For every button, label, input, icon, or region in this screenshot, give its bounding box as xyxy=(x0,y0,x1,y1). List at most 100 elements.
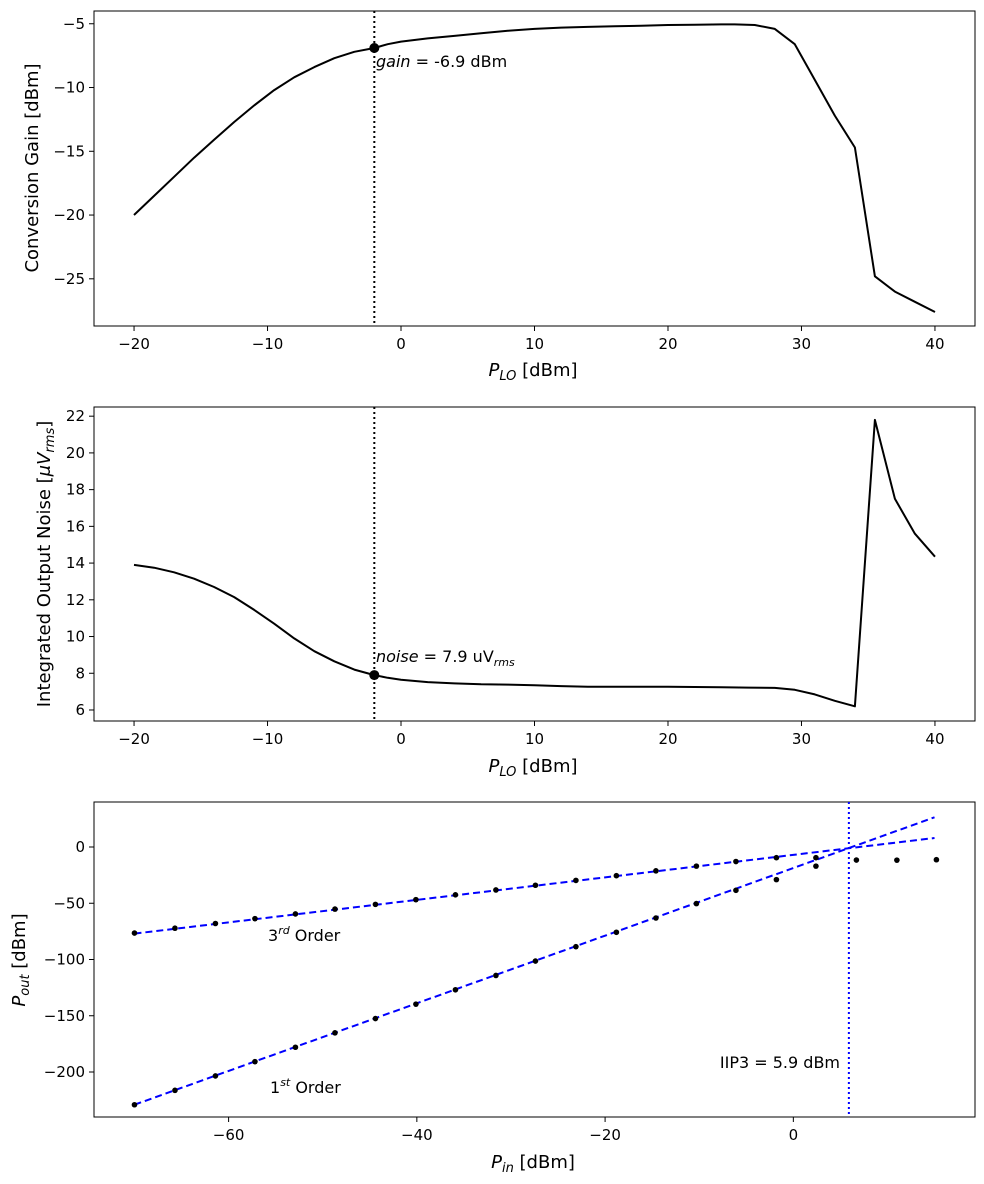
first-order-point xyxy=(332,1030,338,1036)
iip3-x-tick-label: 0 xyxy=(789,1126,799,1144)
noise-y-tick-label: 16 xyxy=(66,517,85,535)
noise-panel: −20 −10 0 10 20 30 40 6 8 10 12 14 16 18 20 22 noise =… xyxy=(34,406,976,780)
third-order-point xyxy=(332,906,338,912)
gain-x-tick-label: −20 xyxy=(118,335,150,353)
gain-x-tick-label: 0 xyxy=(396,335,406,353)
iip3-y-tick-label: −150 xyxy=(44,1007,85,1025)
noise-annotation-symbol: noise xyxy=(376,647,419,666)
noise-x-tick-label: 0 xyxy=(396,730,406,748)
first-order-point xyxy=(172,1087,178,1094)
noise-annotation: noise = 7.9 uVrms xyxy=(376,647,515,669)
iip3-y-tick-label: 0 xyxy=(75,838,85,856)
third-order-point xyxy=(813,854,819,861)
first-order-point xyxy=(493,972,499,979)
first-order-point xyxy=(372,1015,379,1022)
noise-y-tick-label: 20 xyxy=(66,444,85,462)
gain-plot-frame xyxy=(93,10,976,327)
noise-y-tick-label: 22 xyxy=(66,407,85,425)
third-order-point xyxy=(131,930,138,936)
gain-x-tick-label: −10 xyxy=(252,335,284,353)
third-order-point xyxy=(252,915,258,922)
third-order-point xyxy=(452,892,459,898)
iip3-y-tick-label: −50 xyxy=(53,894,85,912)
first-order-label: 1st Order xyxy=(270,1076,341,1097)
iip3-y-label-subscript: out xyxy=(18,974,33,996)
gain-x-tick-label: 10 xyxy=(525,335,544,353)
first-order-point xyxy=(212,1073,219,1079)
first-order-point xyxy=(252,1058,258,1065)
noise-x-tick-label: 30 xyxy=(792,730,811,748)
iip3-label: IIP3 = 5.9 dBm xyxy=(720,1053,840,1072)
gain-y-tick-label: −10 xyxy=(53,79,85,97)
iip3-y-tick-label: −200 xyxy=(44,1063,85,1081)
gain-y-ticks: −25 −20 −15 −10 −5 xyxy=(53,15,94,288)
third-order-point xyxy=(894,857,900,863)
third-order-point xyxy=(653,868,659,874)
first-order-point xyxy=(693,900,700,907)
iip3-x-tick-label: −20 xyxy=(589,1126,621,1144)
third-order-point xyxy=(573,877,579,884)
third-order-point xyxy=(292,911,299,917)
first-order-point xyxy=(613,929,620,936)
noise-y-label-mu: μ xyxy=(34,465,55,477)
third-order-point xyxy=(613,872,620,879)
first-order-point xyxy=(131,1101,138,1108)
noise-y-tick-label: 8 xyxy=(75,664,85,682)
noise-y-label-subscript: rms xyxy=(43,428,58,453)
gain-x-label-symbol: P xyxy=(488,360,499,381)
noise-y-tick-label: 14 xyxy=(66,554,85,572)
iip3-x-tick-label: −60 xyxy=(213,1126,245,1144)
third-order-point xyxy=(733,858,739,865)
iip3-y-tick-label: −100 xyxy=(44,951,85,969)
gain-x-label-unit: [dBm] xyxy=(516,360,577,381)
gain-y-axis-label: Conversion Gain [dBm] xyxy=(22,63,43,272)
gain-x-ticks: −20 −10 0 10 20 30 40 xyxy=(118,326,945,353)
noise-y-axis-label: Integrated Output Noise [μVrms] xyxy=(34,421,58,708)
third-order-point xyxy=(693,863,700,869)
iip3-x-ticks: −60 −40 −20 0 xyxy=(213,1117,798,1144)
third-order-label-rest: Order xyxy=(290,926,341,945)
first-order-label-rest: Order xyxy=(290,1078,341,1097)
first-order-fit-line xyxy=(134,816,935,1106)
gain-x-label-subscript: LO xyxy=(499,369,516,384)
iip3-y-label-unit: [dBm] xyxy=(9,913,30,974)
noise-x-label-unit: [dBm] xyxy=(516,756,577,777)
iip3-y-axis-label: Pout [dBm] xyxy=(9,913,33,1006)
first-order-point xyxy=(532,958,539,964)
noise-y-tick-label: 12 xyxy=(66,591,85,609)
noise-y-tick-label: 6 xyxy=(75,701,85,719)
third-order-label: 3rd Order xyxy=(268,924,341,945)
noise-x-tick-label: −10 xyxy=(252,730,284,748)
third-order-point xyxy=(773,854,780,861)
first-order-point xyxy=(773,876,780,883)
gain-x-tick-label: 40 xyxy=(925,335,944,353)
gain-curve xyxy=(133,23,936,313)
first-order-label-sup: st xyxy=(280,1076,291,1089)
gain-y-tick-label: −5 xyxy=(63,15,85,33)
first-order-point xyxy=(813,863,819,869)
noise-x-label-symbol: P xyxy=(488,756,499,777)
iip3-x-label-symbol: P xyxy=(491,1152,502,1173)
noise-y-label-v: V xyxy=(34,451,55,465)
iip3-panel: −60 −40 −20 0 −200−150−100−500 IIP3 = 5.9 d… xyxy=(9,801,976,1176)
noise-x-tick-label: 20 xyxy=(658,730,677,748)
noise-y-tick-label: 10 xyxy=(66,628,85,646)
noise-operating-point-marker xyxy=(369,670,380,681)
gain-operating-point-marker xyxy=(369,42,380,53)
gain-x-axis-label: PLO [dBm] xyxy=(488,360,577,384)
gain-annotation: gain = -6.9 dBm xyxy=(376,52,507,71)
first-order-point xyxy=(573,943,579,950)
first-order-point xyxy=(653,915,659,921)
first-order-point xyxy=(413,1001,419,1007)
gain-panel: −20 −10 0 10 20 30 40 −25 −20 −15 −10 −5 gain = -6… xyxy=(22,10,976,384)
gain-annotation-symbol: gain xyxy=(376,52,411,71)
third-order-points xyxy=(131,854,940,936)
iip3-y-label-symbol: P xyxy=(9,996,30,1007)
iip3-x-label-unit: [dBm] xyxy=(514,1152,575,1173)
noise-curve xyxy=(133,418,936,708)
gain-y-tick-label: −20 xyxy=(53,206,85,224)
noise-x-tick-label: 40 xyxy=(925,730,944,748)
third-order-point xyxy=(853,857,860,863)
third-order-point xyxy=(372,901,379,908)
iip3-x-tick-label: −40 xyxy=(401,1126,433,1144)
